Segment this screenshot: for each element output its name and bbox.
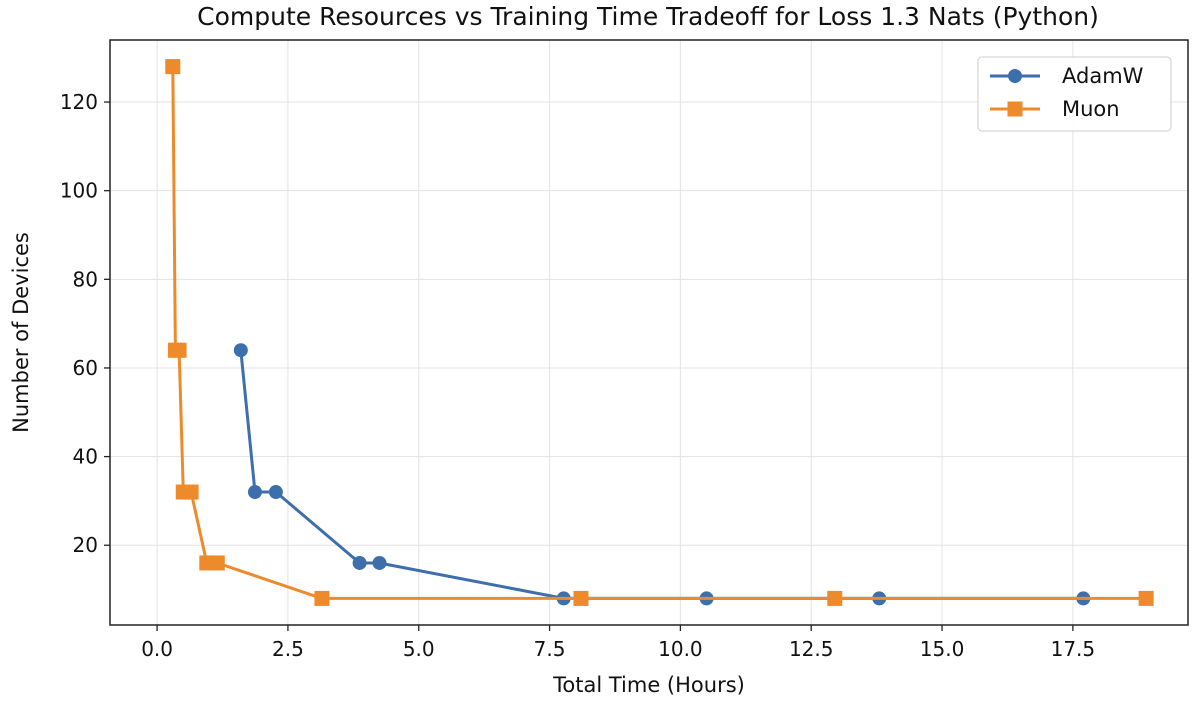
y-tick-label: 40 — [73, 445, 98, 469]
x-tick-label: 5.0 — [403, 637, 435, 661]
plot-frame — [109, 39, 1189, 626]
x-tick-label: 0.0 — [141, 637, 173, 661]
data-point-muon — [183, 484, 199, 500]
x-tick-label: 10.0 — [658, 637, 703, 661]
y-tick-label: 80 — [73, 267, 98, 291]
legend: AdamW Muon — [977, 56, 1172, 132]
legend-item-muon: Muon — [990, 97, 1120, 121]
legend-label: AdamW — [1062, 64, 1144, 88]
legend-swatch-marker — [1007, 101, 1023, 117]
x-tick-label: 17.5 — [1051, 637, 1096, 661]
x-tick-label: 7.5 — [534, 637, 566, 661]
data-point-muon — [209, 555, 225, 571]
x-tick-label: 2.5 — [272, 637, 304, 661]
series-muon — [165, 59, 1154, 606]
y-tick-label: 120 — [60, 90, 98, 114]
data-point-muon — [165, 59, 181, 75]
data-point-muon — [314, 590, 330, 606]
series-layer — [165, 59, 1154, 606]
legend-item-adamw: AdamW — [990, 64, 1144, 88]
data-point-adamw — [247, 485, 262, 500]
y-tick-label: 20 — [73, 533, 98, 557]
y-axis-label: Number of Devices — [9, 232, 33, 433]
y-tick-label: 60 — [73, 356, 98, 380]
chart-title: Compute Resources vs Training Time Trade… — [197, 2, 1099, 31]
x-tick-label: 15.0 — [920, 637, 965, 661]
legend-label: Muon — [1062, 97, 1120, 121]
data-point-muon — [573, 590, 589, 606]
data-point-muon — [1138, 590, 1154, 606]
x-tick-label: 12.5 — [789, 637, 834, 661]
x-axis-label: Total Time (Hours) — [552, 673, 745, 697]
axes-layer: 0.0 2.5 5.0 7.5 10.0 12.5 15.0 17.5 20 40 60 80 100 1… — [60, 90, 1095, 661]
data-point-muon — [171, 342, 187, 358]
grid-lines — [110, 40, 1188, 625]
data-point-muon — [827, 590, 843, 606]
legend-swatch-marker — [1008, 69, 1022, 83]
y-tick-label: 100 — [60, 179, 98, 203]
data-point-adamw — [352, 555, 367, 570]
data-point-adamw — [372, 555, 387, 570]
data-point-adamw — [233, 343, 248, 358]
data-point-adamw — [268, 485, 283, 500]
